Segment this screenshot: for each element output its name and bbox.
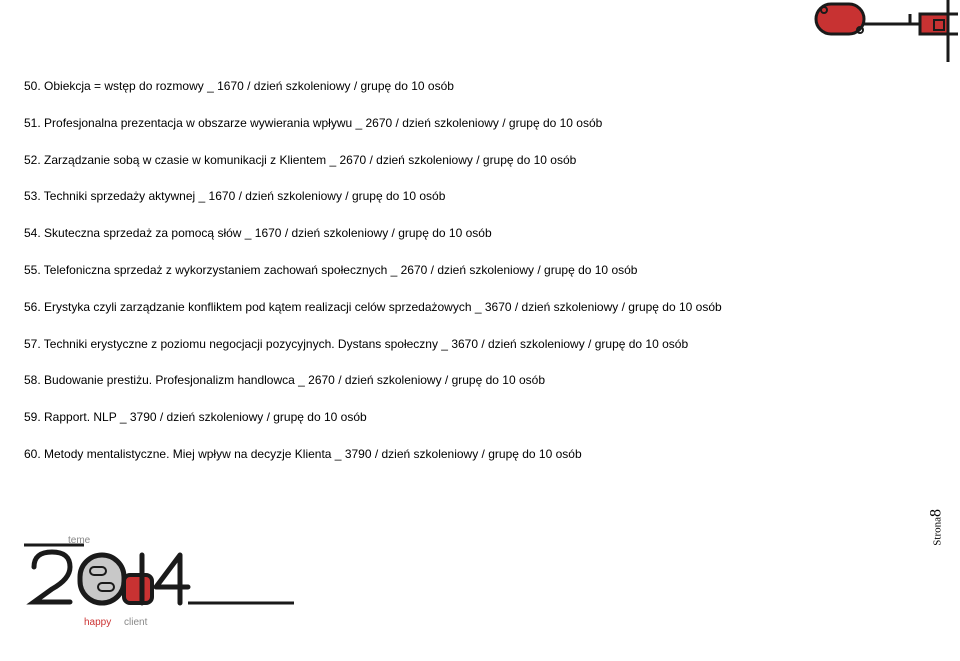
list-item: 54. Skuteczna sprzedaż za pomocą słów _ … — [24, 225, 924, 242]
decorative-bottom-left: teme happy client — [24, 527, 304, 647]
training-list: 50. Obiekcja = wstęp do rozmowy _ 1670 /… — [24, 78, 924, 483]
client-label: client — [124, 617, 147, 628]
list-item: 58. Budowanie prestiżu. Profesjonalizm h… — [24, 372, 924, 389]
list-item: 56. Erystyka czyli zarządzanie konflikte… — [24, 299, 924, 316]
list-item: 55. Telefoniczna sprzedaż z wykorzystani… — [24, 262, 924, 279]
list-item: 50. Obiekcja = wstęp do rozmowy _ 1670 /… — [24, 78, 924, 95]
page-number: Strona8 — [928, 509, 946, 546]
list-item: 52. Zarządzanie sobą w czasie w komunika… — [24, 152, 924, 169]
list-item: 59. Rapport. NLP _ 3790 / dzień szkoleni… — [24, 409, 924, 426]
happy-label: happy — [84, 617, 111, 628]
decorative-top-right — [780, 0, 960, 70]
list-item: 51. Profesjonalna prezentacja w obszarze… — [24, 115, 924, 132]
page-label: Strona — [932, 517, 944, 546]
page-number-value: 8 — [928, 509, 945, 517]
list-item: 53. Techniki sprzedaży aktywnej _ 1670 /… — [24, 188, 924, 205]
list-item: 57. Techniki erystyczne z poziomu negocj… — [24, 336, 924, 353]
list-item: 60. Metody mentalistyczne. Miej wpływ na… — [24, 446, 924, 463]
teme-label: teme — [68, 535, 90, 546]
